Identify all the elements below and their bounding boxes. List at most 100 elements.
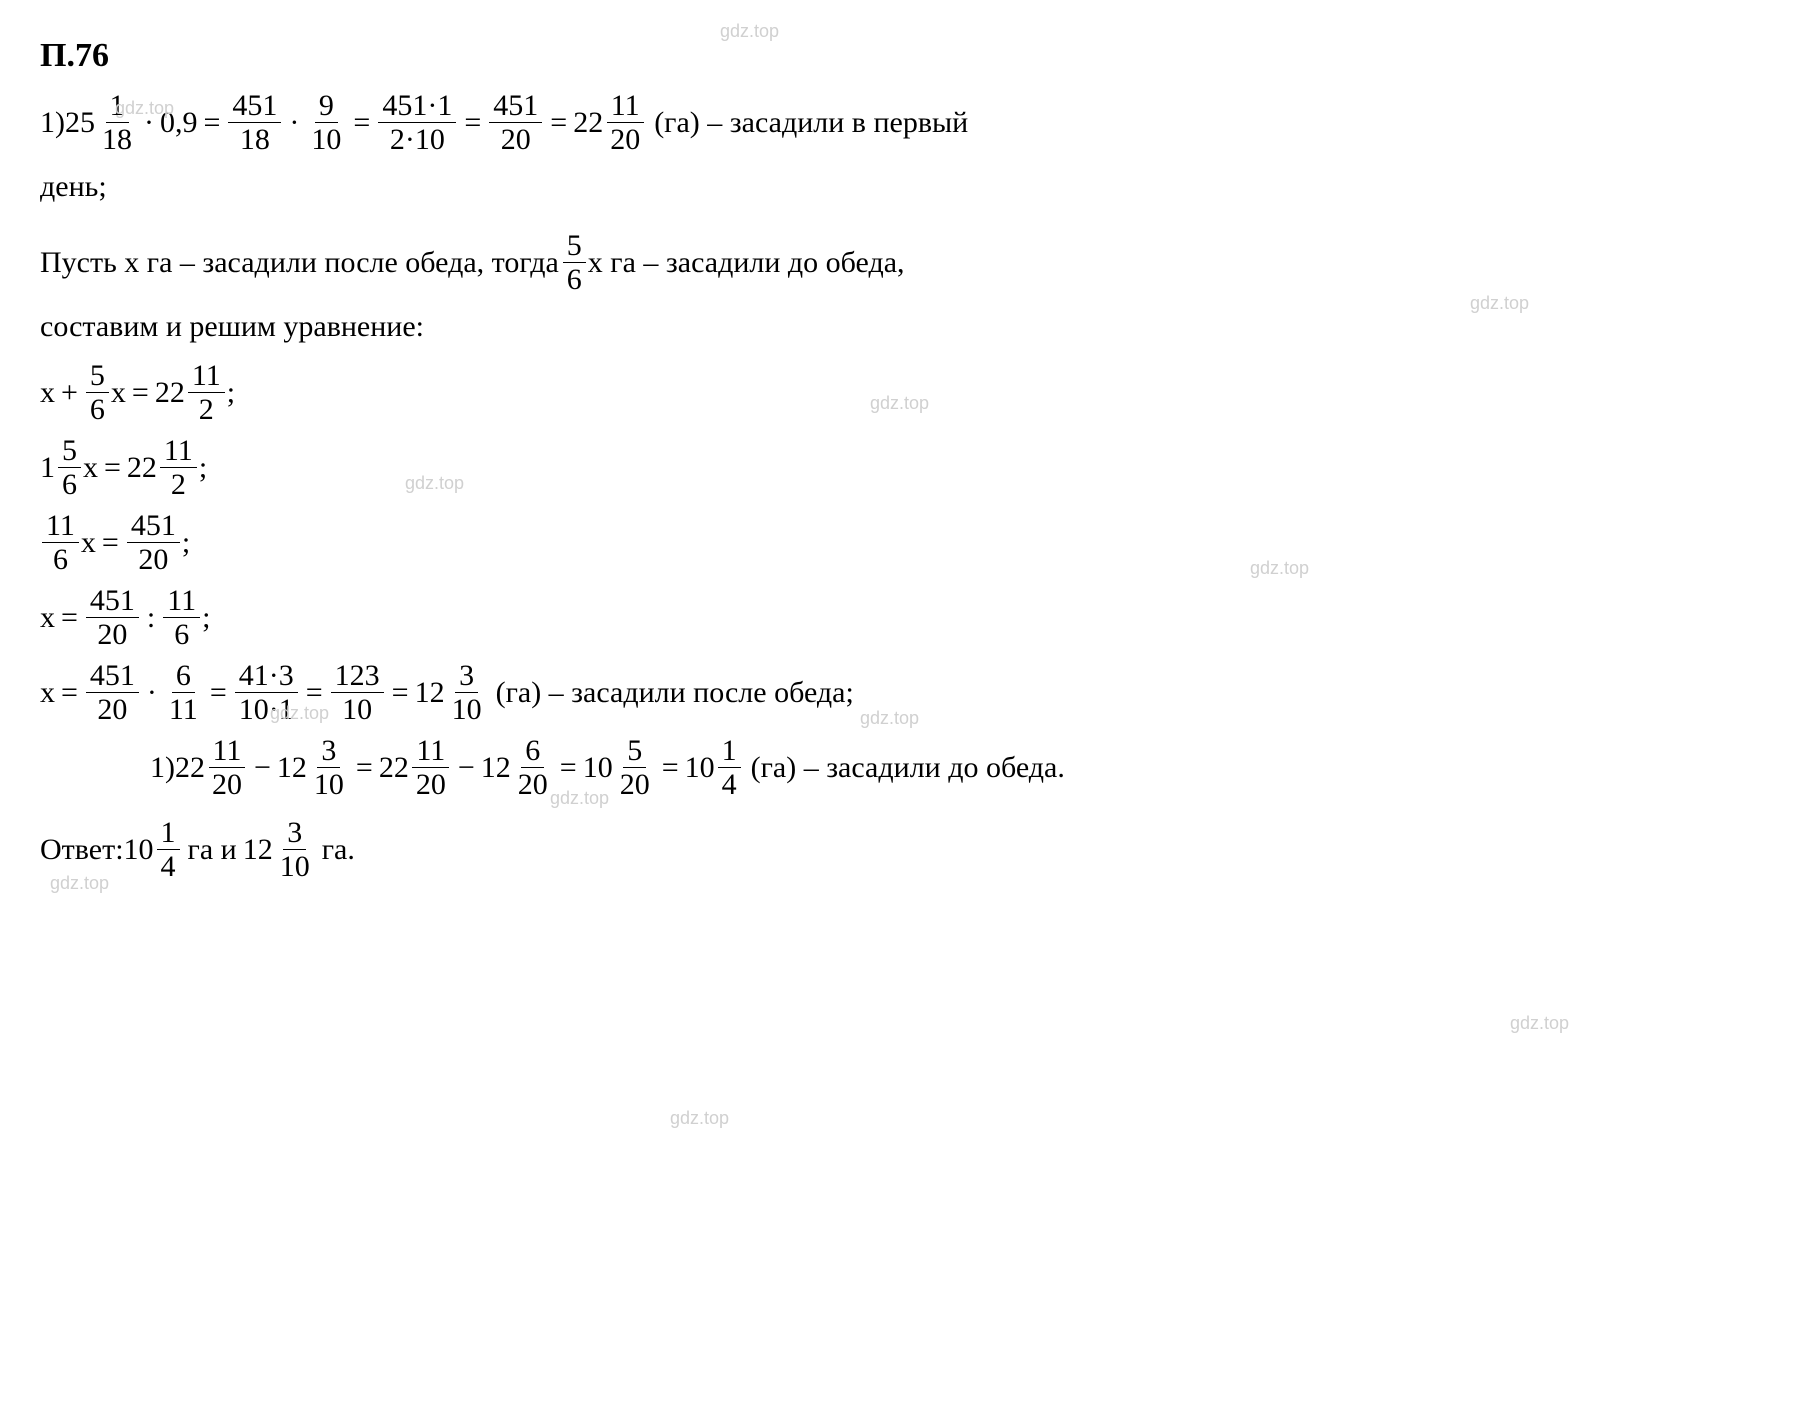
variable: x [83,445,98,490]
numerator: 3 [283,816,306,850]
numerator: 451 [228,89,281,123]
numerator: 11 [209,734,246,768]
semicolon: ; [199,445,207,490]
whole: 22 [573,100,603,145]
mixed-number: 22 11 2 [127,434,199,501]
equals: = [353,100,370,145]
numerator: 1 [718,734,741,768]
denominator: 20 [412,768,450,801]
numerator: 11 [412,734,449,768]
denominator: 20 [93,693,131,726]
fraction: 11 6 [42,509,79,576]
fraction: 11 2 [160,434,197,501]
equals: = [356,745,373,790]
numerator: 5 [86,359,109,393]
variable: x [40,370,55,415]
fraction: 9 10 [307,89,345,156]
fraction: 3 10 [276,816,314,883]
fraction: 5 6 [86,359,109,426]
numerator: 3 [455,659,478,693]
problem-number: П.76 [40,30,1755,81]
denominator: 20 [208,768,246,801]
denominator: 11 [165,693,202,726]
whole: 1 [40,445,55,490]
denominator: 20 [497,123,535,156]
minus: − [458,745,475,790]
denominator: 4 [157,850,180,883]
mixed-number: 22 11 20 [175,734,248,801]
fraction: 6 20 [514,734,552,801]
semicolon: ; [202,595,210,640]
equals: = [61,595,78,640]
whole: 12 [415,670,445,715]
fraction: 451 20 [86,584,139,651]
semicolon: ; [227,370,235,415]
divide: : [147,595,155,640]
mixed-number: 10 1 4 [124,816,182,883]
numerator: 5 [58,434,81,468]
equation-6: 1) 22 11 20 − 12 3 10 = 22 11 20 − 12 [40,734,1755,801]
fraction: 451 20 [127,509,180,576]
denominator: 20 [616,768,654,801]
equals: = [392,670,409,715]
text: Пусть x га – засадили после обеда, тогда [40,240,559,285]
denominator: 6 [86,393,109,426]
whole: 10 [685,745,715,790]
answer-line: Ответ: 10 1 4 га и 12 3 10 га. [40,816,1755,883]
denominator: 10 [276,850,314,883]
numerator: 451·1 [378,89,456,123]
numerator: 1 [157,816,180,850]
denominator: 6 [49,543,72,576]
mixed-number: 22 11 20 [573,89,646,156]
numerator: 9 [315,89,338,123]
mixed-number: 10 1 4 [685,734,743,801]
fraction: 123 10 [331,659,384,726]
denominator: 20 [93,618,131,651]
numerator: 11 [188,359,225,393]
fraction: 1 18 [98,89,136,156]
whole: 22 [127,445,157,490]
denominator: 2·10 [386,123,449,156]
equals: = [61,670,78,715]
minus: − [254,745,271,790]
numerator: 41·3 [235,659,298,693]
equals: = [464,100,481,145]
whole: 10 [583,745,613,790]
variable: x [81,520,96,565]
fraction: 3 10 [448,659,486,726]
denominator: 10 [338,693,376,726]
equals: = [132,370,149,415]
fraction: 11 20 [606,89,644,156]
denominator: 4 [718,768,741,801]
numerator: 451 [127,509,180,543]
dot-operator: · [147,670,157,715]
numerator: 451 [489,89,542,123]
numerator: 451 [86,584,139,618]
whole: 12 [277,745,307,790]
denominator: 20 [514,768,552,801]
denominator: 10 [448,693,486,726]
equals: = [560,745,577,790]
whole: 22 [175,745,205,790]
watermark: gdz.top [670,1105,729,1132]
denominator: 10 [310,768,348,801]
semicolon: ; [182,520,190,565]
decimal: 0,9 [160,100,198,145]
equals: = [210,670,227,715]
unit-text: (га) – засадили в первый [654,100,968,145]
mixed-number: 12 3 10 [243,816,316,883]
fraction: 451·1 2·10 [378,89,456,156]
numerator: 11 [607,89,644,123]
fraction: 1 4 [718,734,741,801]
prefix: 1) [150,745,175,790]
denominator: 2 [195,393,218,426]
equation-5: x = 451 20 · 6 11 = 41·3 10·1 = 123 10 =… [40,659,1755,726]
fraction: 5 20 [616,734,654,801]
whole: 12 [243,827,273,872]
numerator: 11 [163,584,200,618]
unit-text: га и [188,827,237,872]
denominator: 18 [236,123,274,156]
denominator: 2 [167,468,190,501]
equals: = [550,100,567,145]
equals: = [102,520,119,565]
